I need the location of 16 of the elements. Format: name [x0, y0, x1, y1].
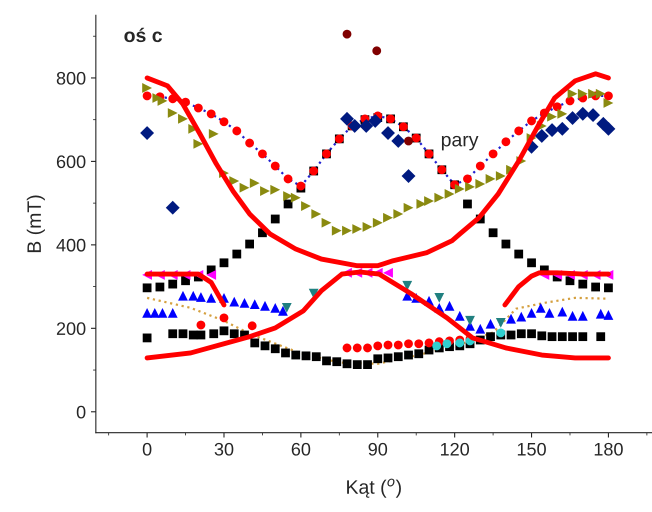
x-tick-label: 90 [368, 442, 388, 456]
x-axis-title: Kąt ($^{o}$) [347, 478, 401, 498]
x-tick-label: 60 [292, 442, 310, 456]
y-tick-label: 0 [76, 406, 86, 418]
annotation: pary [442, 136, 478, 150]
x-tick-label: 120 [440, 442, 470, 456]
x-tick-label: 0 [142, 442, 152, 456]
x-tick-label: 30 [214, 442, 234, 456]
x-tick-label: 150 [518, 442, 546, 456]
y-tick-label: 400 [56, 238, 86, 252]
y-tick-label: 800 [56, 72, 86, 85]
y-axis-title: B (mT) [26, 196, 45, 252]
y-tick-label: 200 [56, 322, 86, 336]
x-tick-label: 180 [594, 442, 623, 456]
annotation: oś c [124, 28, 162, 42]
y-tick-label: 600 [56, 155, 86, 168]
